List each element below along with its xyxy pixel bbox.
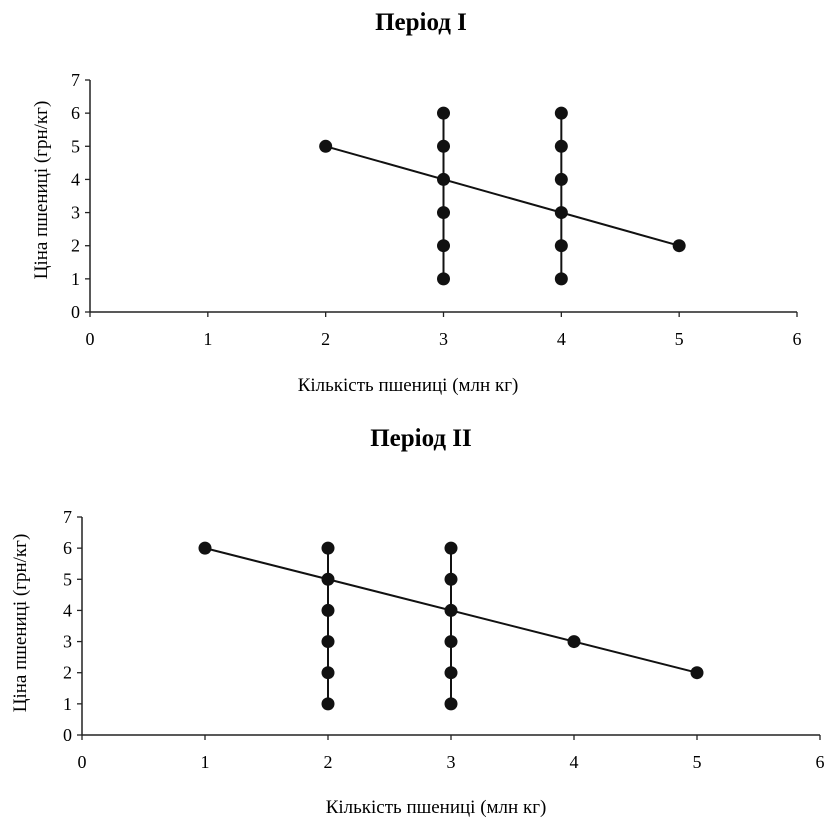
x-tick-label: 6	[816, 752, 825, 772]
x-tick-label: 2	[321, 329, 330, 349]
x-tick-label: 2	[324, 752, 333, 772]
data-point	[444, 697, 458, 711]
data-point	[567, 635, 581, 649]
x-axis-label: Кількість пшениці (млн кг)	[326, 797, 547, 818]
y-tick-label: 5	[63, 569, 72, 589]
x-tick-label: 5	[675, 329, 684, 349]
data-point	[321, 541, 335, 555]
chart-title: Період II	[370, 425, 472, 452]
chart-period-1: Період I Кількість пшениці (млн кг) Ціна…	[31, 9, 802, 396]
chart-period-2: Період II Кількість пшениці (млн кг) Цін…	[10, 425, 825, 818]
y-axis-label: Ціна пшениці (грн/кг)	[31, 101, 52, 280]
data-point	[321, 572, 335, 586]
data-point	[437, 239, 450, 253]
y-axis-label: Ціна пшениці (грн/кг)	[10, 534, 31, 713]
data-point	[437, 206, 450, 220]
y-tick-label: 0	[71, 302, 80, 322]
y-tick-label: 7	[71, 70, 80, 90]
y-tick-label: 2	[71, 236, 80, 256]
x-tick-label: 3	[447, 752, 456, 772]
data-point	[444, 603, 458, 617]
x-tick-label: 4	[557, 329, 566, 349]
x-tick-label: 4	[570, 752, 579, 772]
series-line	[325, 145, 680, 247]
data-point	[437, 172, 450, 186]
data-point	[554, 206, 568, 220]
x-tick-label: 1	[203, 329, 212, 349]
data-point	[444, 666, 458, 680]
data-point	[690, 666, 704, 680]
data-point	[554, 272, 568, 286]
y-tick-label: 0	[63, 725, 72, 745]
x-tick-label: 0	[86, 329, 95, 349]
y-tick-label: 4	[71, 169, 80, 189]
data-point	[319, 139, 333, 153]
data-point	[321, 666, 335, 680]
data-point	[321, 603, 335, 617]
data-point	[437, 139, 450, 153]
x-tick-label: 3	[439, 329, 448, 349]
data-point	[437, 272, 450, 286]
y-tick-label: 6	[71, 103, 80, 123]
y-tick-label: 4	[63, 600, 72, 620]
data-point	[554, 106, 568, 120]
data-point	[554, 139, 568, 153]
y-tick-label: 1	[71, 269, 80, 289]
data-point	[554, 239, 568, 253]
x-tick-label: 0	[78, 752, 87, 772]
data-point	[437, 106, 450, 120]
y-tick-label: 5	[71, 136, 80, 156]
chart-title: Період I	[375, 9, 467, 36]
data-point	[321, 635, 335, 649]
x-axis-label: Кількість пшениці (млн кг)	[298, 375, 519, 396]
data-point	[672, 239, 686, 253]
data-point	[444, 635, 458, 649]
x-tick-label: 1	[201, 752, 210, 772]
y-tick-label: 1	[63, 694, 72, 714]
data-point	[444, 541, 458, 555]
x-tick-label: 6	[793, 329, 802, 349]
y-tick-label: 3	[71, 203, 80, 223]
x-tick-label: 5	[693, 752, 702, 772]
data-point	[198, 541, 212, 555]
data-point	[554, 172, 568, 186]
data-point	[321, 697, 335, 711]
y-tick-label: 7	[63, 507, 72, 527]
y-tick-label: 3	[63, 632, 72, 652]
y-tick-label: 2	[63, 663, 72, 683]
y-tick-label: 6	[63, 538, 72, 558]
data-point	[444, 572, 458, 586]
